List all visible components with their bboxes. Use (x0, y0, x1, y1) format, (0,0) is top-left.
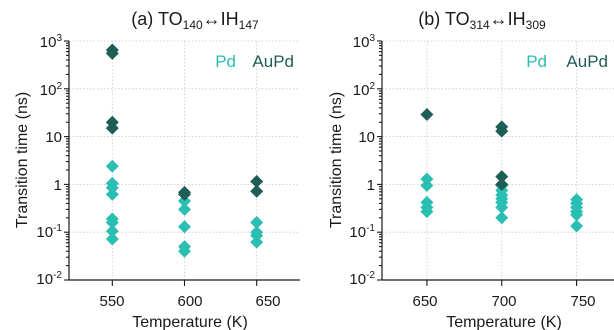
panel-a-title-left: TO (158, 9, 183, 29)
panel-a-point-pd-2 (105, 181, 119, 195)
panel-b-ytick-label-4: 102 (353, 81, 376, 99)
panel-b-point-aupd-2 (495, 124, 509, 138)
panel-a-ytick-label-4: 102 (40, 81, 63, 99)
panel-b-point-aupd-3 (495, 170, 509, 184)
panel-b-xtick-label-2: 750 (570, 293, 595, 310)
panel-b-title-right-sub: 309 (526, 18, 546, 32)
panel-a-point-aupd-5 (178, 187, 191, 201)
panel-a-point-aupd-1 (105, 46, 119, 60)
panel-a-point-pd-12 (178, 244, 191, 258)
panel-a-y-axis-label: Transition time (ns) (14, 92, 31, 228)
panel-b-point-aupd-4 (495, 177, 509, 191)
panel-b-title: (b) TO314↔IH309 (418, 9, 546, 32)
panel-b-title-right: IH (508, 9, 526, 29)
panel-a-point-pd-7 (105, 232, 119, 246)
panel-a-title-arrow: ↔ (203, 9, 221, 29)
panel-b-title-prefix: (b) (418, 9, 440, 29)
panel-b-ytick-label-5: 103 (353, 33, 376, 51)
panel-a-title-left-sub: 140 (183, 18, 203, 32)
panel-b-ytick-label-0: 10-2 (349, 270, 375, 288)
panel-a-point-pd-13 (250, 215, 264, 229)
panel-a-ytick-label-2: 1 (54, 177, 62, 194)
panel-b-point-pd-1 (420, 178, 434, 192)
panel-a-title: (a) TO140↔IH147 (131, 9, 259, 32)
panel-b-grid (382, 40, 614, 280)
panel-a-point-pd-0 (105, 159, 119, 173)
panel-b-ytick-label-1: 10-1 (349, 223, 375, 241)
panel-b-legend-pd: Pd (526, 52, 547, 71)
panel-a-xtick-label-0: 550 (99, 293, 124, 310)
panel-b-point-pd-0 (420, 172, 434, 186)
panel-a-ticks (64, 40, 258, 286)
panel-a-point-pd-9 (178, 202, 191, 216)
panel-b: (b) TO314↔IH309 10-2 10-1 1 10 102 103 6… (328, 9, 614, 330)
panel-a-legend-aupd: AuPd (252, 52, 294, 71)
panel-b-points (420, 107, 584, 233)
panel-b-title-left: TO (445, 9, 470, 29)
panel-b-title-arrow: ↔ (490, 9, 508, 29)
panel-a-ytick-label-5: 103 (40, 33, 63, 51)
panel-a: (a) TO140↔IH147 10-2 10-1 1 10 102 103 5… (14, 9, 300, 330)
panel-a-xtick-label-2: 650 (255, 293, 280, 310)
panel-a-ytick-label-0: 10-2 (36, 270, 62, 288)
panel-a-points (105, 43, 264, 258)
panel-a-point-aupd-6 (250, 174, 264, 188)
panel-a-point-aupd-3 (105, 121, 119, 135)
panel-a-point-pd-5 (105, 215, 119, 229)
panel-a-ytick-label-3: 10 (45, 129, 62, 146)
panel-a-point-pd-16 (250, 235, 264, 249)
panel-b-point-pd-11 (495, 211, 509, 225)
panel-b-title-left-sub: 314 (470, 18, 490, 32)
panel-a-point-pd-6 (105, 224, 119, 238)
panel-a-x-axis-label: Temperature (K) (132, 314, 248, 330)
panel-a-point-pd-8 (178, 194, 191, 208)
panel-b-point-pd-16 (570, 208, 584, 222)
panel-b-ytick-label-2: 1 (367, 177, 375, 194)
panel-a-ytick-label-1: 10-1 (36, 223, 62, 241)
panel-a-legend-pd: Pd (215, 52, 236, 71)
panel-a-point-pd-10 (178, 220, 191, 234)
panel-a-point-pd-3 (105, 187, 119, 201)
panel-b-ticks (377, 40, 578, 286)
panel-b-point-pd-17 (570, 219, 584, 233)
panel-a-point-pd-15 (250, 229, 264, 243)
panel-b-point-pd-4 (420, 205, 434, 219)
panel-b-xtick-label-1: 700 (491, 293, 516, 310)
panel-a-title-right: IH (221, 9, 239, 29)
panel-b-x-axis-label: Temperature (K) (446, 314, 562, 330)
panel-b-xtick-label-0: 650 (412, 293, 437, 310)
panel-a-title-prefix: (a) (131, 9, 153, 29)
panel-b-point-pd-10 (495, 200, 509, 214)
panel-b-point-aupd-0 (420, 107, 434, 121)
panel-a-xtick-label-1: 600 (177, 293, 202, 310)
panel-a-point-aupd-7 (250, 184, 264, 198)
panel-b-ytick-label-3: 10 (358, 129, 375, 146)
panel-a-title-right-sub: 147 (239, 18, 259, 32)
panel-b-legend-aupd: AuPd (566, 52, 608, 71)
panel-b-y-axis-label: Transition time (ns) (328, 92, 345, 228)
